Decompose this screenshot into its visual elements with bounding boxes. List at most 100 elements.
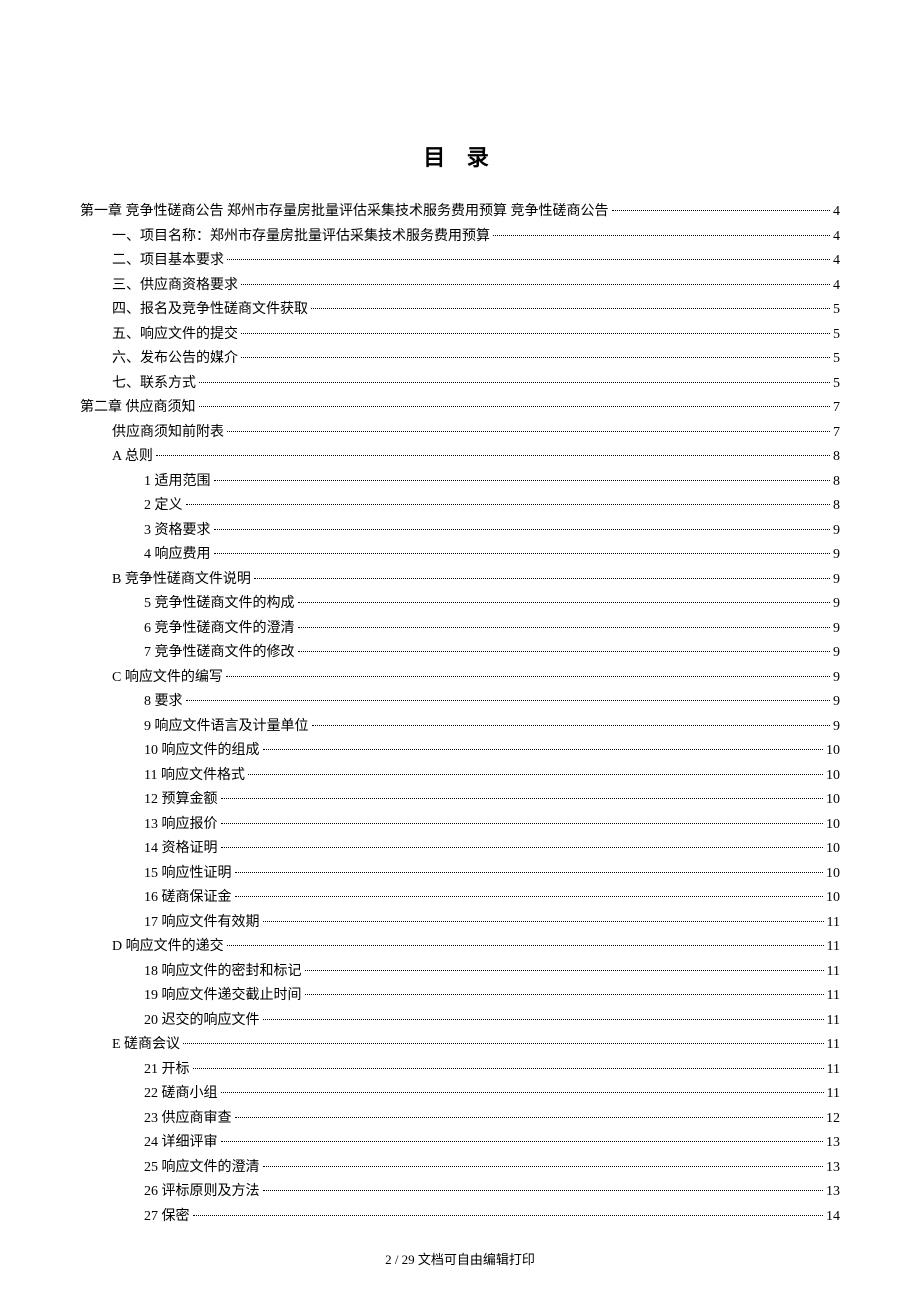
toc-leader	[199, 382, 830, 383]
toc-entry: 一、项目名称：郑州市存量房批量评估采集技术服务费用预算4	[80, 225, 840, 250]
toc-entry: 六、发布公告的媒介 5	[80, 347, 840, 372]
toc-entry: 10 响应文件的组成10	[80, 739, 840, 764]
toc-entry-label: 供应商须知前附表	[112, 421, 224, 446]
toc-entry-label: 7 竞争性磋商文件的修改	[144, 641, 295, 666]
toc-entry: 1 适用范围8	[80, 470, 840, 495]
toc-entry-page: 13	[826, 1131, 840, 1156]
toc-leader	[227, 431, 830, 432]
toc-entry-page: 5	[833, 347, 840, 372]
toc-leader	[227, 945, 824, 946]
toc-entry-label: 六、发布公告的媒介	[112, 347, 238, 372]
toc-leader	[298, 627, 831, 628]
toc-entry-page: 7	[833, 421, 840, 446]
toc-entry-page: 8	[833, 470, 840, 495]
toc-entry-label: A 总则	[112, 445, 153, 470]
toc-entry-label: 七、联系方式	[112, 372, 196, 397]
toc-entry-page: 11	[827, 960, 840, 985]
toc-entry-page: 8	[833, 445, 840, 470]
toc-leader	[221, 798, 824, 799]
toc-entry: 21 开标11	[80, 1058, 840, 1083]
toc-entry: 3 资格要求 9	[80, 519, 840, 544]
toc-leader	[183, 1043, 823, 1044]
toc-leader	[214, 480, 831, 481]
toc-entry-page: 11	[827, 1082, 840, 1107]
toc-entry: 2 定义8	[80, 494, 840, 519]
toc-entry-page: 11	[827, 935, 840, 960]
toc-entry-label: 21 开标	[144, 1058, 190, 1083]
toc-entry-page: 9	[833, 543, 840, 568]
toc-leader	[241, 357, 830, 358]
toc-entry: 18 响应文件的密封和标记11	[80, 960, 840, 985]
toc-entry-label: 25 响应文件的澄清	[144, 1156, 260, 1181]
toc-leader	[263, 921, 824, 922]
toc-leader	[221, 1092, 824, 1093]
toc-entry-label: 3 资格要求	[144, 519, 211, 544]
toc-entry-label: 17 响应文件有效期	[144, 911, 260, 936]
toc-leader	[263, 1190, 824, 1191]
toc-entry-page: 9	[833, 519, 840, 544]
toc-entry-page: 10	[826, 788, 840, 813]
toc-entry-label: B 竞争性磋商文件说明	[112, 568, 251, 593]
toc-entry: 七、联系方式 5	[80, 372, 840, 397]
toc-entry-page: 9	[833, 666, 840, 691]
toc-entry-label: 23 供应商审查	[144, 1107, 232, 1132]
toc-entry: 8 要求9	[80, 690, 840, 715]
toc-entry-page: 11	[827, 911, 840, 936]
toc-entry: 25 响应文件的澄清13	[80, 1156, 840, 1181]
toc-entry: A 总则 8	[80, 445, 840, 470]
toc-entry-label: 二、项目基本要求	[112, 249, 224, 274]
toc-entry-label: 15 响应性证明	[144, 862, 232, 887]
toc-leader	[311, 308, 830, 309]
toc-entry-page: 9	[833, 641, 840, 666]
toc-entry-label: 10 响应文件的组成	[144, 739, 260, 764]
toc-entry-page: 4	[833, 249, 840, 274]
toc-leader	[156, 455, 830, 456]
toc-title: 目 录	[80, 140, 840, 172]
toc-leader	[312, 725, 831, 726]
toc-entry-label: 6 竞争性磋商文件的澄清	[144, 617, 295, 642]
toc-leader	[305, 970, 824, 971]
toc-entry-page: 10	[826, 813, 840, 838]
toc-entry-label: 一、项目名称：郑州市存量房批量评估采集技术服务费用预算	[112, 225, 490, 250]
toc-entry: 五、响应文件的提交5	[80, 323, 840, 348]
toc-entry-page: 9	[833, 568, 840, 593]
toc-entry-page: 13	[826, 1180, 840, 1205]
toc-entry-page: 12	[826, 1107, 840, 1132]
toc-entry-page: 7	[833, 396, 840, 421]
toc-leader	[235, 1117, 824, 1118]
toc-entry: 20 迟交的响应文件11	[80, 1009, 840, 1034]
toc-entry-label: 2 定义	[144, 494, 183, 519]
toc-entry-label: 9 响应文件语言及计量单位	[144, 715, 309, 740]
toc-entry-label: 五、响应文件的提交	[112, 323, 238, 348]
toc-entry-label: D 响应文件的递交	[112, 935, 224, 960]
page-footer: 2 / 29 文档可自由编辑打印	[80, 1249, 840, 1268]
toc-entry-label: 13 响应报价	[144, 813, 218, 838]
toc-entry-label: 5 竞争性磋商文件的构成	[144, 592, 295, 617]
toc-entry-label: C 响应文件的编写	[112, 666, 223, 691]
toc-entry-page: 9	[833, 592, 840, 617]
toc-entry: 19 响应文件递交截止时间11	[80, 984, 840, 1009]
toc-entry-label: 16 磋商保证金	[144, 886, 232, 911]
toc-entry-page: 10	[826, 862, 840, 887]
toc-entry: 26 评标原则及方法13	[80, 1180, 840, 1205]
toc-leader	[199, 406, 831, 407]
toc-leader	[235, 896, 824, 897]
toc-entry-page: 9	[833, 690, 840, 715]
toc-leader	[248, 774, 823, 775]
toc-entry: 22 磋商小组11	[80, 1082, 840, 1107]
toc-leader	[241, 333, 830, 334]
toc-entry-label: 4 响应费用	[144, 543, 211, 568]
toc-entry: B 竞争性磋商文件说明 9	[80, 568, 840, 593]
toc-entry: 供应商须知前附表 7	[80, 421, 840, 446]
toc-leader	[186, 700, 831, 701]
toc-entry: 4 响应费用 9	[80, 543, 840, 568]
toc-entry: C 响应文件的编写 9	[80, 666, 840, 691]
toc-leader	[254, 578, 830, 579]
toc-entry-page: 5	[833, 372, 840, 397]
toc-leader	[263, 1166, 824, 1167]
toc-entry-page: 10	[826, 837, 840, 862]
toc-leader	[298, 602, 831, 603]
toc-leader	[221, 847, 824, 848]
toc-entry-page: 10	[826, 764, 840, 789]
toc-entry: 第二章 供应商须知7	[80, 396, 840, 421]
